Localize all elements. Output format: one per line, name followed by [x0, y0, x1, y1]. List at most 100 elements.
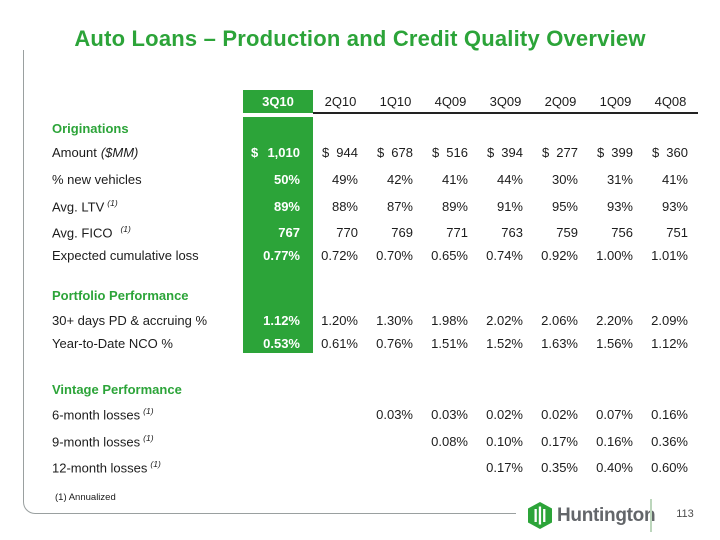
row-avg-ltv: Avg. LTV (1) 89% 88% 87% 89% 91% 95% 93% …	[52, 193, 698, 220]
value-cell: 87%	[386, 199, 413, 214]
value-cell: 88%	[331, 199, 358, 214]
highlight-cell	[243, 283, 313, 307]
huntington-wordmark: Huntington	[557, 504, 656, 526]
value-cell: 41%	[441, 172, 468, 187]
value-cell: 1.20%	[321, 312, 358, 328]
row-label-ytd-nco: Year-to-Date NCO %	[52, 335, 173, 351]
value-cell: 1.63%	[541, 335, 578, 351]
footnote-annualized: (1) Annualized	[55, 492, 116, 503]
row-label-9-month: 9-month losses (1)	[52, 432, 154, 450]
footnote-marker: (1)	[143, 432, 154, 443]
value-cell: 0.02%	[541, 407, 578, 422]
row-avg-fico: Avg. FICO (1) 767 770 769 771 763 759 756…	[52, 220, 698, 244]
currency-sign: $	[652, 145, 660, 160]
value-cell	[313, 428, 368, 454]
value-cell: 2.02%	[486, 312, 523, 328]
huntington-logo: Huntington	[527, 501, 656, 530]
row-label-pd30: 30+ days PD & accruing %	[52, 312, 207, 328]
row-label-avg-ltv: Avg. LTV (1)	[52, 198, 118, 215]
row-amount: Amount ($MM) $1,010 $944 $678 $516 $394 $…	[52, 139, 698, 166]
value-cell: 0.72%	[321, 247, 358, 263]
value-cell: 0.70%	[376, 247, 413, 263]
value-cell: $399	[597, 145, 633, 160]
value-cell: 0.03%	[431, 407, 468, 422]
value-cell: 770	[336, 224, 358, 240]
value-cell: 763	[501, 224, 523, 240]
footer-divider	[650, 499, 652, 532]
column-header-2q09: 2Q09	[533, 90, 588, 114]
row-label-6-month: 6-month losses (1)	[52, 406, 154, 423]
value-cell: 0.77%	[243, 244, 313, 266]
value-cell: 767	[243, 220, 313, 244]
slide-title: Auto Loans – Production and Credit Quali…	[74, 26, 646, 51]
row-label-12-month: 12-month losses (1)	[52, 459, 161, 476]
value-cell: 93%	[606, 199, 633, 214]
huntington-hexagon-icon	[528, 502, 552, 529]
value-cell: 751	[666, 224, 688, 240]
value-cell: $944	[322, 145, 358, 160]
currency-sign: $	[432, 145, 440, 160]
value-cell	[423, 454, 478, 481]
value-cell: 41%	[661, 172, 688, 187]
footnote-marker: (1)	[120, 223, 131, 234]
value-cell: 0.60%	[651, 460, 688, 475]
value-cell: 1.12%	[243, 307, 313, 333]
value-cell: 1.56%	[596, 335, 633, 351]
row-12-month-losses: 12-month losses (1) 0.17% 0.35% 0.40% 0.6…	[52, 454, 698, 481]
value-cell: 0.17%	[486, 460, 523, 475]
value-cell: 0.02%	[486, 407, 523, 422]
value-cell: 1.30%	[376, 312, 413, 328]
value-cell: 0.10%	[486, 433, 523, 449]
value-cell: 1.00%	[596, 247, 633, 263]
row-label-amount: Amount ($MM)	[52, 145, 139, 160]
value-cell: 0.35%	[541, 460, 578, 475]
value-cell: 0.07%	[596, 407, 633, 422]
value-cell: 0.17%	[541, 433, 578, 449]
section-row-vintage: Vintage Performance	[52, 377, 698, 401]
section-header-originations: Originations	[52, 120, 129, 136]
highlight-cell	[243, 117, 313, 139]
value-cell: 91%	[496, 199, 523, 214]
currency-sign: $	[487, 145, 495, 160]
footnote-marker: (1)	[150, 459, 161, 470]
row-expected-loss: Expected cumulative loss 0.77% 0.72% 0.7…	[52, 244, 698, 266]
currency-sign: $	[597, 145, 605, 160]
value-cell: 0.08%	[431, 433, 468, 449]
table-header-row: 3Q10 2Q10 1Q10 4Q09 3Q09 2Q09 1Q09 4Q08	[52, 90, 698, 114]
column-header-4q09: 4Q09	[423, 90, 478, 114]
value-cell: 1.52%	[486, 335, 523, 351]
column-header-4q08: 4Q08	[643, 90, 698, 114]
value-cell: 89%	[243, 193, 313, 220]
value-cell: 31%	[606, 172, 633, 187]
value-cell: 93%	[661, 199, 688, 214]
value-cell: 2.20%	[596, 312, 633, 328]
auto-loans-table: 3Q10 2Q10 1Q10 4Q09 3Q09 2Q09 1Q09 4Q08 …	[52, 90, 698, 481]
value-cell: 30%	[551, 172, 578, 187]
value-cell: 2.09%	[651, 312, 688, 328]
column-header-1q09: 1Q09	[588, 90, 643, 114]
value-cell	[313, 454, 368, 481]
section-row-originations: Originations	[52, 117, 698, 139]
column-header-1q10: 1Q10	[368, 90, 423, 114]
value-cell: 756	[611, 224, 633, 240]
row-label-expected-loss: Expected cumulative loss	[52, 247, 199, 263]
value-cell	[368, 454, 423, 481]
value-cell: 42%	[386, 172, 413, 187]
value-cell: 1.98%	[431, 312, 468, 328]
value-cell: 0.53%	[243, 333, 313, 353]
value-cell: 771	[446, 224, 468, 240]
row-label-avg-fico: Avg. FICO (1)	[52, 223, 131, 241]
currency-sign: $	[251, 145, 259, 160]
value-cell	[243, 454, 313, 481]
header-spacer-cell	[52, 90, 243, 113]
section-row-portfolio: Portfolio Performance	[52, 283, 698, 307]
value-cell: 1.01%	[651, 247, 688, 263]
value-cell: 759	[556, 224, 578, 240]
currency-sign: $	[542, 145, 550, 160]
page-number: 113	[676, 508, 694, 520]
value-cell: 50%	[243, 166, 313, 193]
value-cell: 0.03%	[376, 407, 413, 422]
row-label-new-vehicles: % new vehicles	[52, 172, 142, 187]
value-cell: 769	[391, 224, 413, 240]
